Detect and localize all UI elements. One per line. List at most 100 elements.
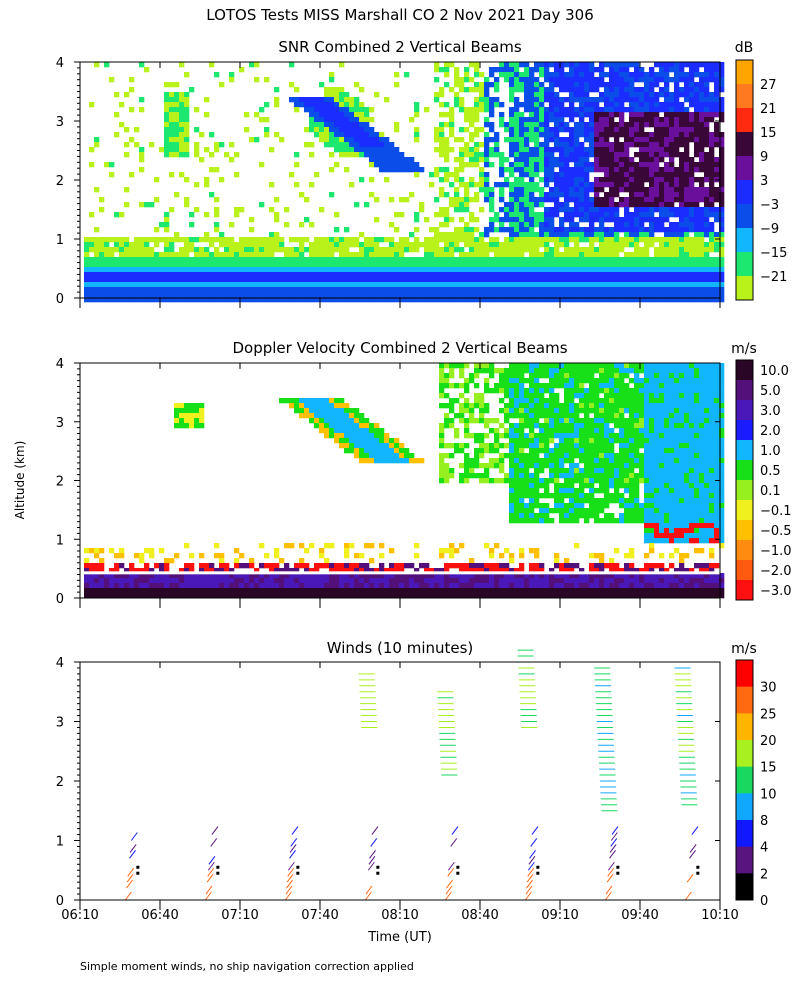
snr-cell bbox=[344, 277, 350, 283]
snr-cell bbox=[549, 227, 555, 233]
snr-cell bbox=[634, 192, 640, 198]
snr-cell bbox=[449, 217, 455, 223]
snr-cell bbox=[459, 157, 465, 163]
snr-cell bbox=[574, 187, 580, 193]
doppler-cell bbox=[169, 593, 175, 599]
snr-cell bbox=[229, 282, 235, 288]
snr-cell bbox=[329, 102, 335, 108]
snr-cell bbox=[389, 277, 395, 283]
snr-cell bbox=[669, 277, 675, 283]
snr-cell bbox=[604, 282, 610, 288]
doppler-cell bbox=[234, 578, 240, 584]
doppler-cell bbox=[514, 568, 520, 574]
snr-cell bbox=[529, 112, 535, 118]
snr-cell bbox=[319, 112, 325, 118]
snr-cell bbox=[644, 262, 650, 268]
snr-cell bbox=[694, 237, 700, 243]
snr-cell bbox=[639, 167, 645, 173]
snr-cell bbox=[124, 92, 130, 98]
doppler-cell bbox=[364, 453, 370, 459]
snr-cell bbox=[574, 122, 580, 128]
snr-cell bbox=[379, 247, 385, 253]
snr-cell bbox=[434, 232, 440, 238]
snr-cell bbox=[94, 262, 100, 268]
snr-cell bbox=[209, 192, 215, 198]
doppler-cell bbox=[339, 563, 345, 569]
snr-cell bbox=[614, 187, 620, 193]
snr-cell bbox=[719, 292, 725, 298]
snr-cell bbox=[209, 257, 215, 263]
snr-cell bbox=[599, 162, 605, 168]
doppler-cell bbox=[114, 583, 120, 589]
snr-cell bbox=[309, 277, 315, 283]
snr-cell bbox=[154, 267, 160, 273]
snr-cell bbox=[674, 272, 680, 278]
doppler-cell bbox=[174, 578, 180, 584]
snr-cell bbox=[664, 152, 670, 158]
snr-cell bbox=[629, 177, 635, 183]
snr-cell bbox=[374, 252, 380, 258]
snr-cell bbox=[524, 117, 530, 123]
doppler-cell bbox=[474, 563, 480, 569]
snr-cell bbox=[174, 102, 180, 108]
snr-cell bbox=[714, 97, 720, 103]
snr-cell bbox=[584, 87, 590, 93]
doppler-cell bbox=[329, 418, 335, 424]
snr-cell bbox=[179, 287, 185, 293]
snr-cell bbox=[224, 252, 230, 258]
doppler-cell bbox=[439, 428, 445, 434]
snr-cell bbox=[704, 262, 710, 268]
doppler-cell bbox=[369, 588, 375, 594]
snr-cell bbox=[349, 282, 355, 288]
doppler-cell bbox=[474, 438, 480, 444]
snr-cell bbox=[649, 262, 655, 268]
snr-cell bbox=[699, 197, 705, 203]
snr-cell bbox=[84, 287, 90, 293]
snr-cell bbox=[259, 117, 265, 123]
doppler-cell bbox=[454, 398, 460, 404]
doppler-cell bbox=[364, 423, 370, 429]
snr-cell bbox=[339, 287, 345, 293]
snr-cell bbox=[439, 297, 445, 303]
doppler-cell bbox=[169, 588, 175, 594]
snr-cell bbox=[714, 277, 720, 283]
snr-cell bbox=[504, 122, 510, 128]
snr-cell bbox=[384, 177, 390, 183]
snr-cell bbox=[529, 237, 535, 243]
snr-cell bbox=[559, 187, 565, 193]
snr-cell bbox=[284, 222, 290, 228]
doppler-cell bbox=[439, 373, 445, 379]
snr-cell bbox=[289, 277, 295, 283]
doppler-cell bbox=[519, 418, 525, 424]
doppler-cell bbox=[459, 568, 465, 574]
snr-cell bbox=[574, 137, 580, 143]
doppler-cell bbox=[389, 573, 395, 579]
doppler-cell bbox=[404, 448, 410, 454]
snr-cell bbox=[239, 277, 245, 283]
snr-cell bbox=[604, 212, 610, 218]
snr-cell bbox=[664, 192, 670, 198]
snr-cell bbox=[674, 262, 680, 268]
snr-cell bbox=[204, 177, 210, 183]
snr-cell bbox=[499, 157, 505, 163]
snr-cell bbox=[684, 87, 690, 93]
snr-cell bbox=[579, 267, 585, 273]
snr-cell bbox=[564, 107, 570, 113]
doppler-cell bbox=[309, 398, 315, 404]
snr-cell bbox=[329, 167, 335, 173]
snr-cell bbox=[614, 282, 620, 288]
snr-cell bbox=[439, 187, 445, 193]
doppler-cell bbox=[439, 578, 445, 584]
snr-cell bbox=[514, 137, 520, 143]
snr-cell bbox=[519, 282, 525, 288]
snr-cell bbox=[124, 252, 130, 258]
snr-cell bbox=[689, 112, 695, 118]
snr-cell bbox=[414, 277, 420, 283]
snr-cell bbox=[289, 282, 295, 288]
snr-cell bbox=[524, 207, 530, 213]
doppler-cell bbox=[464, 563, 470, 569]
snr-cell bbox=[444, 72, 450, 78]
doppler-cell bbox=[114, 553, 120, 559]
snr-cell bbox=[544, 222, 550, 228]
snr-cell bbox=[184, 277, 190, 283]
